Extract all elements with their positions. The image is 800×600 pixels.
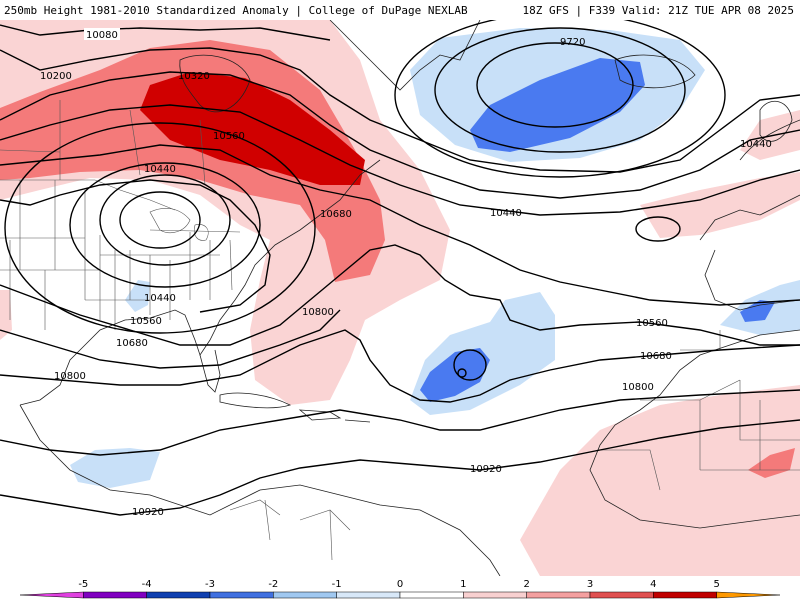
- colorbar-tick-label: -5: [78, 579, 88, 590]
- positive-anomaly-area: [640, 172, 800, 238]
- contour-label: 9720: [560, 37, 585, 48]
- contour-label: 10680: [640, 351, 672, 362]
- colorbar-swatch: [399, 591, 464, 599]
- colorbar-tick-label: -3: [205, 579, 215, 590]
- contour-label: 10800: [622, 382, 654, 393]
- positive-anomaly-area: [740, 110, 800, 160]
- colorbar-swatch: [716, 591, 781, 599]
- contour-label: 10440: [740, 139, 772, 150]
- positive-anomaly-area: [520, 385, 800, 576]
- contour-label: 10320: [178, 71, 210, 82]
- colorbar-tick-label: -2: [268, 579, 278, 590]
- colorbar-swatch: [526, 591, 591, 599]
- colorbar-tick-label: 5: [713, 579, 719, 590]
- colorbar-tick-label: 2: [523, 579, 529, 590]
- colorbar-tick-label: 1: [460, 579, 466, 590]
- map-header: 250mb Height 1981-2010 Standardized Anom…: [0, 0, 800, 20]
- contour-label: 10800: [54, 371, 86, 382]
- negative-anomaly-core: [740, 300, 775, 322]
- contour-label: 10560: [130, 316, 162, 327]
- contour-label: 10200: [40, 71, 72, 82]
- colorbar-swatch: [273, 591, 337, 599]
- contour-label: 10560: [636, 318, 668, 329]
- contour-label: 10800: [302, 307, 334, 318]
- colorbar-swatch: [653, 591, 717, 599]
- political-borders: [0, 100, 800, 561]
- contour-label: 10080: [86, 30, 118, 41]
- colorbar-swatch: [83, 591, 147, 599]
- negative-anomaly-core: [470, 58, 645, 152]
- negative-anomaly-area: [70, 448, 160, 488]
- colorbar-tick-label: -4: [142, 579, 152, 590]
- positive-anomaly-area: [0, 290, 12, 340]
- colorbar-swatch: [336, 591, 401, 599]
- anomaly-shading: [0, 20, 800, 576]
- colorbar-tick-label: 3: [587, 579, 593, 590]
- colorbar-swatch: [146, 591, 211, 599]
- contour-label: 10920: [470, 464, 502, 475]
- contour-label: 10920: [132, 507, 164, 518]
- colorbar-swatch: [209, 591, 274, 599]
- map-title: 250mb Height 1981-2010 Standardized Anom…: [4, 4, 468, 17]
- contour-label: 10440: [144, 293, 176, 304]
- colorbar-swatch: [463, 591, 527, 599]
- contour-label: 10680: [116, 338, 148, 349]
- anomaly-map: 10080 10200 10320 10560 10440 10680 1044…: [0, 20, 800, 576]
- colorbar-swatch: [19, 591, 84, 599]
- colorbar-tick-label: -1: [332, 579, 342, 590]
- positive-anomaly-mid: [748, 448, 795, 478]
- contour-label: 10440: [490, 208, 522, 219]
- contour-label: 10440: [144, 164, 176, 175]
- negative-anomaly-core: [420, 348, 490, 402]
- height-contours: [0, 20, 800, 516]
- colorbar-tick-label: 4: [650, 579, 656, 590]
- model-valid-time: 18Z GFS | F339 Valid: 21Z TUE APR 08 202…: [522, 4, 794, 17]
- contour-labels: 10080 10200 10320 10560 10440 10680 1044…: [40, 28, 772, 518]
- colorbar-tick-label: 0: [397, 579, 403, 590]
- colorbar-swatch: [589, 591, 654, 599]
- colorbar: -5 -4 -3 -2 -1 0 1 2 3 4 5: [19, 579, 781, 599]
- negative-anomaly-area: [125, 280, 150, 312]
- contour-label: 10680: [320, 209, 352, 220]
- contour-label: 10560: [213, 131, 245, 142]
